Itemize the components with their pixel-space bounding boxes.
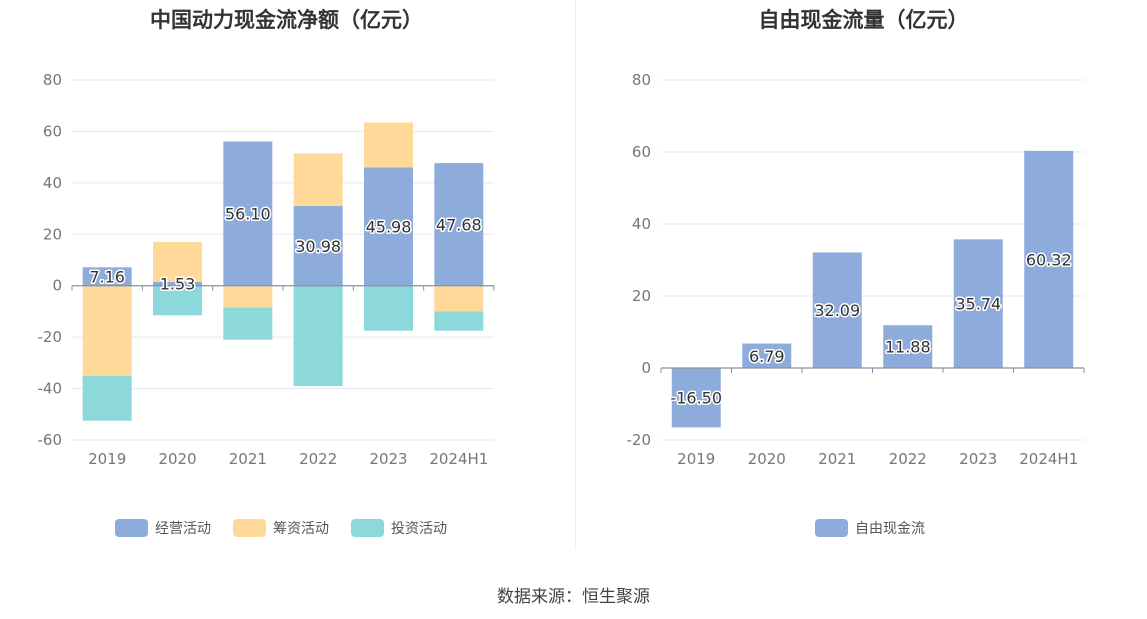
data-label: 47.68 bbox=[436, 215, 482, 234]
data-label: 30.98 bbox=[295, 237, 341, 256]
legend-label: 经营活动 bbox=[155, 521, 211, 537]
x-tick-label: 2019 bbox=[677, 450, 715, 468]
data-label: 60.32 bbox=[1026, 250, 1072, 269]
bar bbox=[153, 285, 202, 316]
bar bbox=[293, 206, 343, 286]
y-tick-label: -60 bbox=[38, 431, 63, 449]
data-label: 6.79 bbox=[749, 347, 785, 366]
y-tick-label: 40 bbox=[632, 215, 651, 233]
y-tick-label: -20 bbox=[627, 431, 652, 449]
bar bbox=[1024, 150, 1074, 368]
free-cashflow-plot: 80 60 40 20 0 -20 2019 2020 2021 2022 2023 2024H1 -1… bbox=[627, 71, 1085, 537]
data-label: 56.10 bbox=[225, 205, 271, 224]
data-label: 35.74 bbox=[955, 295, 1001, 314]
legend-swatch bbox=[351, 519, 384, 537]
y-tick-label: 60 bbox=[43, 122, 62, 140]
legend-label: 筹资活动 bbox=[273, 520, 329, 537]
legend-swatch bbox=[233, 519, 266, 537]
data-source-note: 数据来源：恒生聚源 bbox=[497, 587, 650, 607]
bar bbox=[82, 285, 132, 376]
bar bbox=[883, 325, 933, 368]
legend-label: 投资活动 bbox=[391, 521, 447, 537]
free-cashflow-chart: 自由现金流量（亿元） 80 60 40 20 0 -20 2019 2020 2021 2022 2… bbox=[577, 0, 1147, 560]
data-label: -16.50 bbox=[670, 389, 722, 408]
x-tick-label: 2021 bbox=[229, 450, 267, 468]
x-tick-label: 2020 bbox=[158, 450, 196, 468]
chart-title: 自由现金流量（亿元） bbox=[758, 8, 969, 32]
legend-swatch bbox=[815, 519, 848, 537]
x-tick-label: 2021 bbox=[818, 450, 856, 468]
legend-swatch bbox=[115, 519, 148, 537]
data-label: 7.16 bbox=[89, 268, 125, 287]
bar bbox=[434, 285, 484, 312]
bar bbox=[293, 153, 343, 207]
data-label: 11.88 bbox=[885, 338, 931, 357]
data-label: 45.98 bbox=[366, 218, 412, 237]
bar bbox=[434, 163, 484, 286]
y-tick-label: 80 bbox=[43, 71, 62, 89]
y-tick-label: 0 bbox=[641, 359, 651, 377]
data-label: 1.53 bbox=[160, 275, 196, 294]
bar bbox=[82, 375, 132, 421]
x-tick-label: 2023 bbox=[959, 450, 997, 468]
bar bbox=[153, 241, 202, 282]
data-label: 32.09 bbox=[814, 301, 860, 320]
x-tick-label: 2019 bbox=[88, 450, 126, 468]
bar bbox=[364, 167, 413, 286]
chart-title: 中国动力现金流净额（亿元） bbox=[150, 8, 423, 32]
bar bbox=[434, 311, 484, 331]
bar bbox=[293, 285, 343, 386]
y-tick-label: 60 bbox=[632, 143, 651, 161]
y-tick-label: 20 bbox=[632, 287, 651, 305]
bar bbox=[742, 343, 792, 368]
legend-label: 自由现金流 bbox=[855, 521, 925, 537]
x-tick-label: 2023 bbox=[369, 450, 407, 468]
x-tick-label: 2022 bbox=[889, 450, 927, 468]
x-tick-label: 2022 bbox=[299, 450, 337, 468]
y-tick-label: 0 bbox=[52, 277, 62, 295]
bar bbox=[223, 307, 273, 340]
net-cashflow-plot: 80 60 40 20 0 -20 -40 -60 2019 2020 2021 2022 2023 20… bbox=[38, 71, 495, 537]
bar bbox=[364, 285, 413, 331]
y-tick-label: -40 bbox=[38, 380, 63, 398]
x-tick-label: 2020 bbox=[748, 450, 786, 468]
panel-divider bbox=[575, 0, 576, 550]
bar bbox=[671, 368, 721, 428]
y-tick-label: -20 bbox=[38, 328, 63, 346]
bar bbox=[223, 141, 273, 286]
x-tick-label: 2024H1 bbox=[429, 450, 488, 468]
bar bbox=[223, 285, 273, 308]
x-tick-label: 2024H1 bbox=[1019, 450, 1078, 468]
bar bbox=[812, 252, 862, 368]
bar bbox=[82, 267, 132, 286]
net-cashflow-chart: 中国动力现金流净额（亿元） 80 60 40 20 0 -20 -40 -60 2019 2020… bbox=[0, 0, 573, 560]
y-tick-label: 40 bbox=[43, 174, 62, 192]
bar bbox=[153, 281, 202, 286]
bar bbox=[953, 239, 1003, 368]
y-tick-label: 20 bbox=[43, 225, 62, 243]
y-tick-label: 80 bbox=[632, 71, 651, 89]
bar bbox=[364, 122, 413, 168]
